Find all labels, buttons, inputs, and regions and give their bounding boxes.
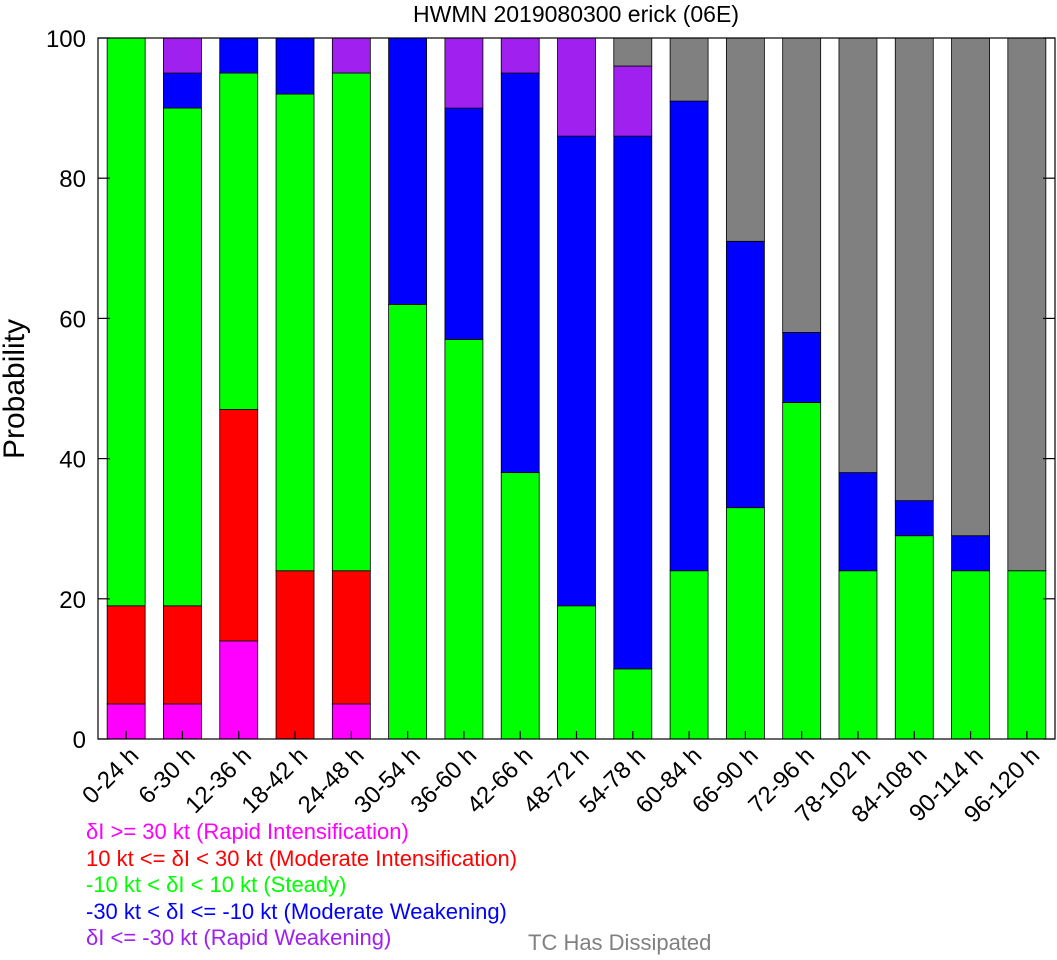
bar-segment-3-5 — [388, 37, 428, 305]
bar-segment-4-6 — [444, 37, 484, 109]
x-tick-label: 0-24 h — [77, 742, 144, 809]
bar-segment-0-2 — [219, 640, 259, 740]
bar-segment-5-15 — [951, 37, 990, 537]
y-tick-label: 20 — [59, 587, 86, 614]
bar-segment-2-16 — [1007, 570, 1047, 740]
bars-group — [106, 37, 1047, 740]
bar-segment-4-9 — [613, 65, 653, 137]
bar-segment-2-8 — [557, 605, 596, 740]
bar-segment-3-9 — [613, 135, 653, 670]
y-tick-label: 60 — [59, 306, 86, 333]
bar-segment-2-14 — [894, 535, 934, 740]
y-tick-label: 80 — [59, 166, 86, 193]
bar-segment-3-6 — [444, 107, 484, 340]
bar-segment-4-1 — [163, 37, 202, 74]
legend-entry-moderate-intensification: 10 kt <= δI < 30 kt (Moderate Intensific… — [86, 845, 518, 871]
bar-segment-1-4 — [331, 570, 371, 705]
bar-segment-3-15 — [951, 535, 990, 572]
bar-segment-2-2 — [219, 72, 259, 410]
chart-title: HWMN 2019080300 erick (06E) — [413, 1, 739, 27]
axes-group — [97, 37, 1056, 740]
legend-entry-rapid-intensification: δI >= 30 kt (Rapid Intensification) — [86, 819, 409, 844]
y-tick-label: 100 — [46, 26, 86, 53]
bar-segment-3-8 — [557, 135, 596, 607]
legend-entry-dissipated: TC Has Dissipated — [528, 930, 712, 955]
bar-segment-2-15 — [951, 570, 990, 740]
bar-segment-2-1 — [163, 107, 202, 607]
bar-segment-5-9 — [613, 37, 653, 67]
bar-segment-3-12 — [782, 332, 822, 403]
legend-entry-moderate-weakening: -30 kt < δI <= -10 kt (Moderate Weakenin… — [86, 898, 507, 924]
bar-segment-2-12 — [782, 402, 822, 740]
bar-segment-2-10 — [669, 570, 709, 740]
legend: δI >= 30 kt (Rapid Intensification) 10 k… — [86, 819, 517, 952]
bar-segment-5-11 — [725, 37, 765, 242]
bar-segment-3-13 — [838, 472, 878, 572]
legend-entry-rapid-weakening: δI <= -30 kt (Rapid Weakening) — [86, 925, 392, 950]
bar-segment-2-11 — [725, 507, 765, 740]
bar-segment-3-10 — [669, 100, 709, 572]
bar-segment-2-9 — [613, 668, 653, 740]
bar-segment-1-3 — [275, 570, 315, 740]
bar-segment-2-3 — [275, 93, 315, 572]
y-tick-label: 0 — [73, 727, 86, 754]
bar-segment-1-0 — [106, 605, 146, 705]
bar-segment-1-2 — [219, 409, 259, 642]
bar-segment-2-7 — [500, 472, 540, 740]
bar-segment-3-7 — [500, 72, 540, 474]
legend-entry-steady: -10 kt < δI < 10 kt (Steady) — [86, 872, 347, 897]
bar-segment-2-6 — [444, 339, 484, 740]
bar-segment-5-16 — [1007, 37, 1047, 572]
bar-segment-4-8 — [557, 37, 596, 137]
bar-segment-2-4 — [331, 72, 371, 572]
bar-segment-3-14 — [894, 500, 934, 537]
bar-segment-2-0 — [106, 37, 146, 607]
bar-segment-3-11 — [725, 240, 765, 509]
bar-segment-4-7 — [500, 37, 540, 74]
bar-segment-3-2 — [219, 37, 259, 74]
bar-segment-5-12 — [782, 37, 822, 333]
y-tick-label: 40 — [59, 447, 86, 474]
bar-segment-3-1 — [163, 72, 202, 109]
bar-segment-1-1 — [163, 605, 202, 705]
bar-segment-2-5 — [388, 303, 428, 740]
bar-segment-5-10 — [669, 37, 709, 102]
bar-segment-2-13 — [838, 570, 878, 740]
bar-segment-3-3 — [275, 37, 315, 95]
bar-segment-4-4 — [331, 37, 371, 74]
bar-segment-5-13 — [838, 37, 878, 474]
y-axis-label: Probability — [0, 319, 31, 459]
bar-segment-5-14 — [894, 37, 934, 502]
